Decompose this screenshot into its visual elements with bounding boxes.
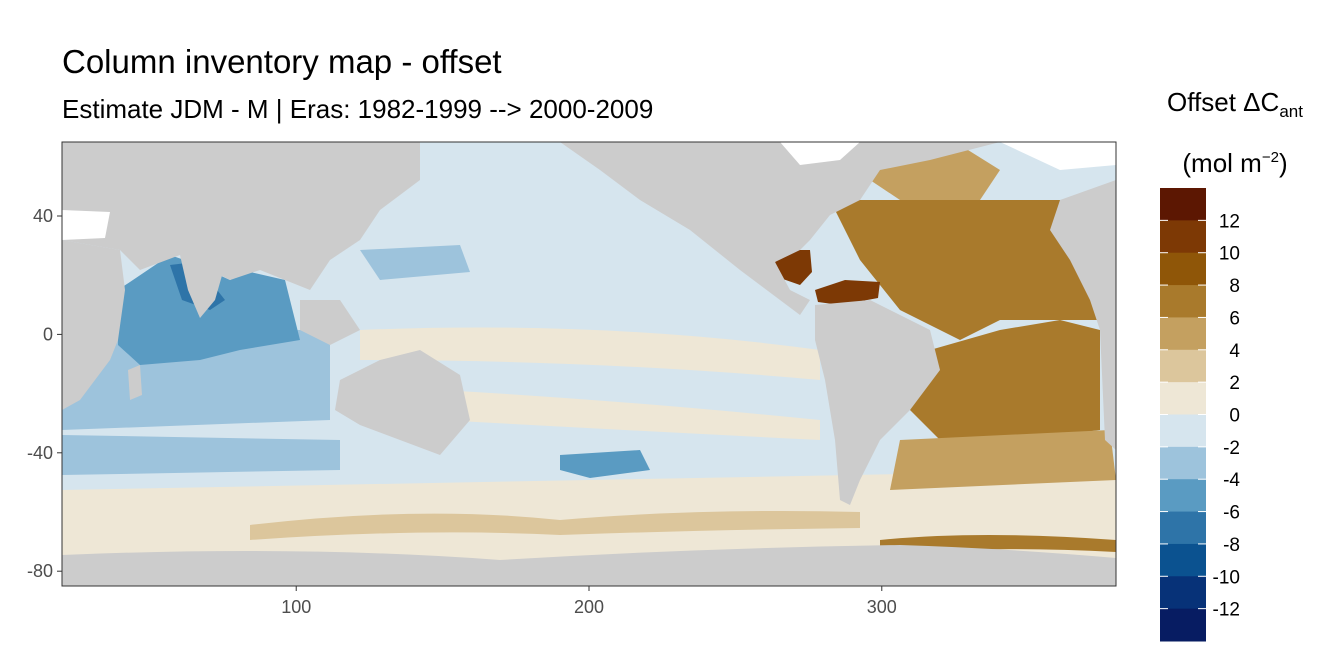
legend-color-swatch [1160, 543, 1206, 577]
land-north-america [560, 142, 1000, 315]
legend-units-post: ) [1278, 148, 1288, 178]
legend-label: 12 [1219, 211, 1240, 232]
legend-units-pre: (mol m [1182, 148, 1262, 178]
legend-label: 8 [1229, 276, 1240, 297]
legend-title-main: Offset ΔC [1167, 87, 1280, 117]
legend-color-swatch [1160, 576, 1206, 610]
legend-label: 10 [1219, 244, 1240, 265]
land-antarctica [62, 545, 1116, 586]
page-subtitle: Estimate JDM - M | Eras: 1982-1999 --> 2… [62, 94, 654, 124]
north-atlantic [830, 200, 1116, 340]
page-title: Column inventory map - offset [62, 43, 502, 80]
legend-label: 0 [1229, 406, 1240, 427]
land-madagascar [128, 365, 142, 400]
legend-label: 6 [1229, 308, 1240, 329]
southern-indian-streaks [62, 435, 340, 475]
legend-color-swatch [1160, 349, 1206, 383]
y-tick-label: -80 [27, 561, 53, 581]
legend-label: -10 [1213, 567, 1240, 588]
land-south-america [815, 300, 940, 505]
y-tick-label: 40 [33, 206, 53, 226]
south-atlantic [910, 320, 1100, 440]
legend-color-swatch [1160, 608, 1206, 642]
indian-ocean-deep [118, 255, 300, 365]
legend-title: Offset ΔCant (mol m−2) [1150, 84, 1320, 181]
subtropical-north-atlantic-a [775, 250, 812, 285]
legend-label: -2 [1223, 438, 1240, 459]
y-tick-label: -40 [27, 443, 53, 463]
land-africa [62, 240, 125, 410]
legend-color-swatch [1160, 285, 1206, 318]
legend-color-swatch [1160, 188, 1206, 221]
land-se-asia [300, 300, 360, 345]
pacific-south-blue-patch [560, 450, 650, 478]
south-atlantic-light [890, 430, 1116, 490]
north-pacific-blue [360, 245, 470, 280]
legend-units-sup: −2 [1261, 149, 1279, 166]
legend-label: -6 [1223, 503, 1240, 524]
legend-title-sub: ant [1279, 102, 1303, 121]
equatorial-pacific-tan [360, 327, 820, 380]
legend-colorbar: 12 10 8 6 4 2 0 -2 -4 -6 -8 -10 -12 [1160, 188, 1240, 642]
missing-data-north [62, 210, 110, 240]
land-australia [335, 350, 470, 455]
legend-label: -8 [1223, 535, 1240, 556]
legend-color-swatch [1160, 511, 1206, 545]
x-tick-label: 300 [867, 597, 897, 617]
legend-label: -4 [1223, 470, 1240, 491]
missing-data-hudson [780, 142, 860, 165]
legend-color-swatch [1160, 220, 1206, 254]
x-tick-label: 200 [574, 597, 604, 617]
southern-ocean-band-2 [250, 511, 860, 540]
legend-color-swatch [1160, 252, 1206, 286]
y-tick-label: 0 [43, 324, 53, 344]
land-eurasia [62, 142, 420, 290]
legend-label: -12 [1213, 600, 1240, 621]
legend-color-swatch [1160, 317, 1206, 351]
legend-color-swatch [1160, 479, 1206, 513]
land-india [180, 255, 225, 318]
missing-data-arctic [1000, 142, 1116, 170]
legend-color-swatch [1160, 382, 1206, 415]
land-europe-africa-east [1050, 180, 1116, 450]
subtropical-north-atlantic-b [815, 280, 880, 305]
x-tick-label: 100 [281, 597, 311, 617]
legend-label: 4 [1229, 341, 1240, 362]
legend-color-swatch [1160, 446, 1206, 480]
legend-color-swatch [1160, 414, 1206, 448]
legend-label: 2 [1229, 373, 1240, 394]
south-pacific-tan [440, 390, 820, 440]
